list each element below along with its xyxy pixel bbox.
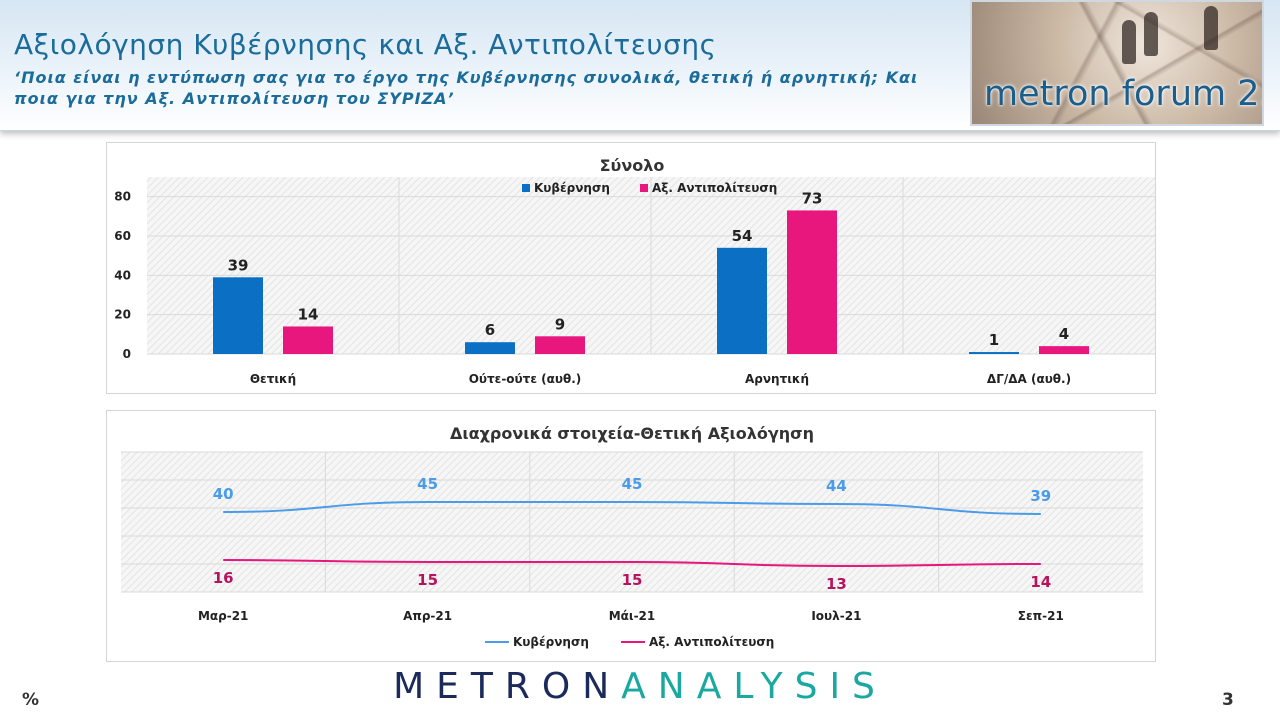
bar (1039, 346, 1089, 354)
x-tick-label: ΔΓ/ΔΑ (αυθ.) (987, 372, 1071, 386)
photo-figure-icon (1144, 12, 1158, 56)
line-chart-title: Διαχρονικά στοιχεία-Θετική Αξιολόγηση (450, 424, 814, 443)
x-tick-label: Απρ-21 (403, 609, 452, 623)
x-tick-label: Ούτε-ούτε (αυθ.) (469, 372, 582, 386)
line-value-label: 13 (826, 575, 847, 593)
brand-metron: METRON (393, 666, 622, 707)
bar-value-label: 73 (802, 189, 823, 207)
line-value-label: 15 (622, 571, 643, 589)
legend-label-kyvernisi: Κυβέρνηση (534, 181, 610, 195)
x-tick-label: Ιουλ-21 (811, 609, 861, 623)
slide-title: Αξιολόγηση Κυβέρνησης και Αξ. Αντιπολίτε… (14, 28, 717, 61)
x-tick-label: Μαρ-21 (198, 609, 248, 623)
legend-label-kyvernisi: Κυβέρνηση (513, 635, 589, 649)
photo-figure-icon (1204, 6, 1218, 50)
line-value-label: 14 (1030, 573, 1051, 591)
legend-swatch-antipolitefsi (640, 184, 648, 192)
y-tick-label: 40 (114, 268, 131, 282)
metron-forum-logo: metron forum 2.0 (970, 0, 1264, 126)
brand-analysis: ANALYSIS (621, 666, 887, 707)
legend-swatch-kyvernisi (522, 184, 530, 192)
x-tick-label: Σεπ-21 (1018, 609, 1064, 623)
line-value-label: 16 (213, 569, 234, 587)
bar (213, 277, 263, 354)
line-value-label: 39 (1030, 487, 1051, 505)
logo-text: metron forum 2.0 (984, 74, 1264, 114)
line-value-label: 44 (826, 477, 847, 495)
bar (787, 210, 837, 354)
bar (969, 352, 1019, 354)
y-tick-label: 60 (114, 229, 131, 243)
series-line (223, 501, 1041, 515)
line-value-label: 15 (417, 571, 438, 589)
slide-subtitle: ‘Ποια είναι η εντύπωση σας για το έργο τ… (14, 68, 919, 108)
line-value-label: 45 (417, 475, 438, 493)
metron-analysis-brand: METRONANALYSIS (0, 666, 1280, 707)
line-value-label: 45 (622, 475, 643, 493)
line-chart-panel: Διαχρονικά στοιχεία-Θετική Αξιολόγηση 40… (106, 410, 1156, 662)
bar-value-label: 14 (298, 305, 319, 323)
line-legend: Κυβέρνηση Αξ. Αντιπολίτευση (485, 635, 774, 649)
slide-header: Αξιολόγηση Κυβέρνησης και Αξ. Αντιπολίτε… (0, 0, 1280, 131)
bar-value-label: 4 (1059, 325, 1069, 343)
line-value-label: 40 (213, 485, 234, 503)
plot-area (121, 452, 1143, 592)
bar (465, 342, 515, 354)
percent-unit-label: % (22, 690, 40, 710)
y-tick-label: 0 (123, 347, 131, 361)
x-tick-label: Αρνητική (745, 372, 809, 386)
bar (283, 326, 333, 354)
bar (535, 336, 585, 354)
bar-value-label: 39 (228, 256, 249, 274)
series-line (223, 559, 1041, 568)
bar-value-label: 6 (485, 321, 495, 339)
x-tick-label: Θετική (250, 372, 296, 386)
bar-chart-title: Σύνολο (600, 156, 665, 175)
bar-value-label: 54 (732, 227, 753, 245)
legend-label-antipolitefsi: Αξ. Αντιπολίτευση (652, 181, 777, 195)
photo-figure-icon (1122, 20, 1136, 64)
y-tick-label: 80 (114, 190, 131, 204)
bar-chart-panel: Σύνολο 0 20 40 60 80 39 14 Θετική 6 9 Ούτε-ούτε (… (106, 142, 1156, 394)
y-tick-label: 20 (114, 308, 131, 322)
bar (717, 247, 767, 354)
x-tick-label: Μάι-21 (609, 609, 656, 623)
legend-label-antipolitefsi: Αξ. Αντιπολίτευση (649, 635, 774, 649)
line-chart: Διαχρονικά στοιχεία-Θετική Αξιολόγηση 40… (121, 424, 1143, 649)
page-number: 3 (1222, 690, 1234, 710)
bar-value-label: 1 (989, 331, 999, 349)
bar-legend: Κυβέρνηση Αξ. Αντιπολίτευση (522, 181, 777, 195)
bar-value-label: 9 (555, 315, 565, 333)
